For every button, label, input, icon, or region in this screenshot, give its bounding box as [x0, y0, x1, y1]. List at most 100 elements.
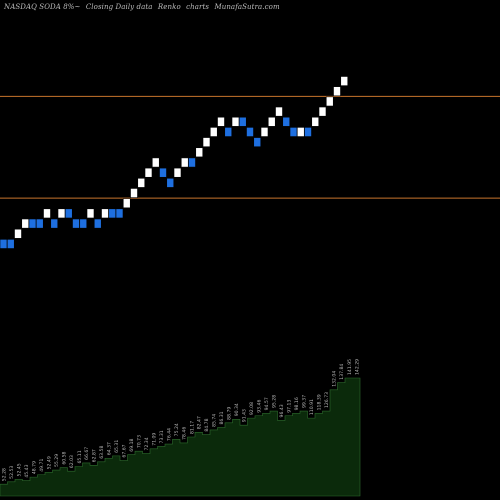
volume-label: 96.43: [279, 404, 285, 417]
volume-label: 52.49: [47, 456, 53, 469]
renko-label: Renko: [157, 3, 181, 11]
volume-label: 99.37: [302, 395, 308, 408]
renko-brick-up: [311, 116, 320, 127]
volume-label: 76.44: [167, 428, 173, 441]
renko-brick-down: [115, 208, 124, 219]
volume-label: 90.34: [234, 403, 240, 416]
volume-label: 126.73: [324, 392, 330, 408]
volume-label: 110.91: [309, 399, 315, 415]
volume-label: 52.28: [2, 468, 8, 481]
renko-brick-up: [130, 188, 138, 198]
volume-label: 88.79: [227, 407, 233, 420]
volume-label: 62.03: [69, 455, 75, 468]
renko-brick-down: [166, 177, 175, 188]
renko-brick-down: [28, 218, 37, 229]
ticker-label: NASDAQ SODA 8%~: [4, 3, 81, 11]
volume-area: [0, 377, 361, 497]
renko-brick-up: [217, 116, 225, 127]
renko-brick-up: [325, 96, 334, 107]
volume-label: 65.31: [114, 440, 120, 453]
renko-brick-down: [0, 239, 8, 249]
volume-label: 71.09: [152, 433, 158, 446]
volume-label: 118.39: [317, 394, 323, 410]
renko-brick-up: [21, 218, 30, 229]
renko-brick-down: [282, 116, 291, 127]
volume-label: 84.78: [204, 418, 210, 431]
renko-brick-up: [296, 127, 305, 137]
renko-brick-down: [188, 157, 196, 168]
volume-label: 81.17: [189, 421, 195, 434]
volume-label: 63.58: [99, 446, 105, 459]
volume-label: 78.46: [182, 427, 188, 440]
volume-label: 75.24: [174, 423, 180, 436]
renko-brick-down: [289, 127, 298, 137]
chart-kind-label: Closing Daily data: [85, 3, 153, 11]
renko-brick-down: [64, 208, 73, 219]
volume-label: 137.84: [339, 364, 345, 380]
renko-brick-up: [267, 116, 276, 127]
renko-brick-down: [108, 208, 117, 219]
renko-brick-down: [253, 137, 262, 148]
renko-brick-up: [86, 208, 95, 219]
renko-brick-up: [43, 208, 51, 219]
volume-label: 141.95: [347, 359, 353, 375]
volume-label: 97.13: [287, 400, 293, 413]
volume-label: 52.53: [9, 466, 15, 479]
volume-label: 73.31: [159, 430, 165, 443]
renko-brick-down: [79, 218, 88, 229]
renko-brick-up: [122, 198, 131, 209]
volume-label: 86.31: [219, 411, 225, 424]
renko-brick-up: [209, 127, 218, 137]
renko-brick-up: [144, 167, 153, 178]
volume-label: 142.29: [354, 359, 360, 375]
renko-brick-down: [50, 218, 59, 229]
renko-brick-up: [318, 106, 327, 117]
renko-brick-down: [93, 218, 102, 229]
renko-brick-up: [231, 116, 240, 127]
renko-brick-up: [275, 106, 283, 117]
chart-title: NASDAQ SODA 8%~ Closing Daily data Renko…: [4, 3, 283, 11]
volume-label: 132.04: [332, 371, 338, 387]
volume-label: 64.37: [107, 442, 113, 455]
renko-brick-up: [260, 127, 269, 137]
volume-label: 95.28: [272, 395, 278, 408]
volume-label: 55.29: [54, 454, 60, 467]
renko-brick-down: [224, 127, 233, 137]
renko-brick-down: [246, 127, 254, 137]
volume-label: 72.34: [144, 437, 150, 450]
renko-brick-down: [304, 127, 312, 137]
volume-label: 62.87: [92, 449, 98, 462]
renko-brick-down: [72, 218, 80, 229]
volume-label: 67.67: [122, 444, 128, 457]
renko-brick-up: [333, 86, 341, 97]
charts-label: charts: [186, 3, 210, 11]
renko-brick-down: [6, 239, 15, 249]
volume-label: 70.73: [137, 435, 143, 448]
renko-brick-up: [137, 177, 146, 188]
volume-label: 65.11: [77, 450, 83, 463]
volume-label: 60.58: [62, 451, 68, 464]
renko-brick-down: [159, 167, 167, 178]
renko-brick-down: [238, 116, 247, 127]
volume-label: 91.43: [242, 409, 248, 422]
volume-label: 52.45: [17, 463, 23, 476]
renko-brick-up: [14, 228, 22, 239]
renko-brick-up: [57, 208, 66, 219]
volume-label: 69.18: [129, 438, 135, 451]
volume-label: 94.57: [264, 397, 270, 410]
volume-label: 48.79: [32, 461, 38, 474]
volume-label: 49.71: [39, 459, 45, 472]
volume-label: 93.46: [257, 400, 263, 413]
volume-label: 92.08: [249, 402, 255, 415]
source-label: MunafaSutra.com: [214, 3, 280, 11]
volume-label: 66.67: [84, 447, 90, 460]
renko-brick-up: [180, 157, 189, 168]
renko-brick-up: [195, 147, 204, 158]
renko-brick-up: [173, 167, 182, 178]
renko-brick-down: [35, 218, 44, 229]
renko-brick-up: [202, 137, 211, 148]
renko-brick-up: [101, 208, 109, 219]
volume-label: 82.47: [197, 416, 203, 429]
